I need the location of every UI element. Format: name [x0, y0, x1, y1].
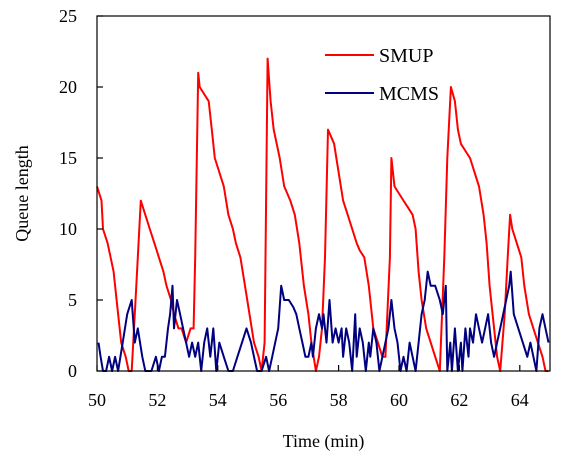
legend: SMUP MCMS: [325, 45, 439, 105]
y-tick-label: 15: [59, 148, 77, 168]
y-tick-label: 5: [68, 290, 77, 310]
y-tick-label: 25: [59, 6, 77, 26]
x-tick-label: 58: [330, 390, 348, 410]
x-tick-label: 54: [209, 390, 227, 410]
x-tick-label: 64: [511, 390, 529, 410]
y-tick-label: 0: [68, 361, 77, 381]
y-tick-label: 20: [59, 77, 77, 97]
x-tick-label: 50: [88, 390, 106, 410]
y-axis-title: Queue length: [12, 145, 32, 241]
x-tick-label: 52: [148, 390, 166, 410]
plot-frame: [96, 15, 551, 372]
x-tick-label: 62: [450, 390, 468, 410]
legend-label-smup: SMUP: [379, 45, 433, 67]
series-layer: [96, 57, 550, 372]
x-tick-label: 60: [390, 390, 408, 410]
axis-ticks: 50 52 54 56 58 60 62 64 0 5 10 15 20 25: [59, 6, 529, 410]
legend-label-mcms: MCMS: [379, 83, 439, 105]
series-line-mcms: [97, 270, 550, 372]
y-tick-label: 10: [59, 219, 77, 239]
x-tick-label: 56: [269, 390, 287, 410]
x-axis-title: Time (min): [283, 431, 365, 452]
